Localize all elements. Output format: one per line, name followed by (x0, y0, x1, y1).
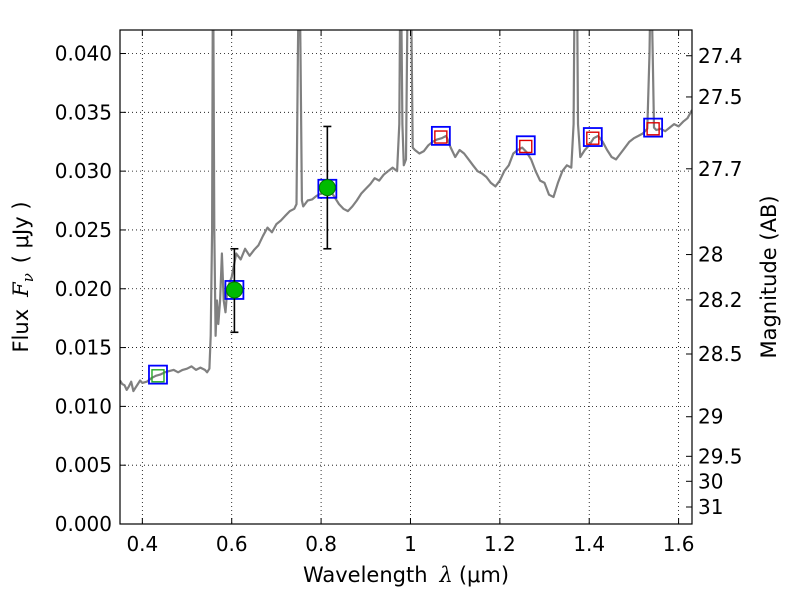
photometry-marker (582, 127, 603, 147)
photometry-marker (151, 369, 165, 383)
y-tick-label: 0.000 (55, 512, 112, 536)
x-tick-label: 1 (404, 532, 417, 556)
y2-tick-label: 30 (698, 469, 723, 493)
y2-tick-label: 27.5 (698, 85, 743, 109)
y2-tick-label: 31 (698, 495, 723, 519)
axis-ticks: 0.4 0.6 0.8 1 1.2 1.4 1.6 0.000 0.005 0.010 0.015 0… (55, 30, 743, 556)
y-axis-title: FluxFν( μJy ) (9, 201, 37, 352)
y-tick-label: 0.040 (55, 42, 112, 66)
y2-axis-title: Magnitude (AB) (757, 195, 781, 358)
y-tick-label: 0.020 (55, 277, 112, 301)
photometry-marker (434, 130, 448, 144)
y2-tick-label: 27.4 (698, 44, 743, 68)
plot-frame (119, 29, 693, 525)
x-axis-title: Wavelength λ (μm) (303, 563, 509, 587)
photometry-marker (148, 364, 168, 385)
photometry-marker (430, 125, 451, 146)
y-tick-label: 0.010 (55, 394, 112, 418)
observed-point (318, 179, 336, 197)
x-tick-label: 1.6 (663, 532, 695, 556)
photometry-marker (643, 117, 664, 138)
y2-tick-label: 28.2 (698, 288, 743, 312)
photometry-marker (519, 139, 533, 154)
y-tick-label: 0.025 (55, 218, 112, 242)
y2-tick-label: 29.5 (698, 444, 743, 468)
y-tick-label: 0.015 (55, 336, 112, 360)
photometry-marker (515, 135, 536, 156)
x-tick-label: 1.4 (573, 532, 605, 556)
y-tick-label: 0.030 (55, 159, 112, 183)
observed-point (225, 281, 243, 299)
x-tick-label: 0.6 (216, 532, 248, 556)
x-tick-label: 1.2 (484, 532, 516, 556)
y-tick-label: 0.035 (55, 100, 112, 124)
y2-tick-label: 28 (698, 243, 723, 267)
photometry-marker (586, 131, 600, 145)
x-tick-label: 0.8 (305, 532, 337, 556)
y2-tick-label: 28.5 (698, 342, 743, 366)
y-tick-label: 0.005 (55, 453, 112, 477)
x-tick-label: 0.4 (126, 532, 158, 556)
plot-area (120, 30, 692, 393)
photometry-marker (646, 122, 660, 136)
y2-tick-label: 29 (698, 405, 723, 429)
y2-tick-label: 27.7 (698, 157, 743, 181)
